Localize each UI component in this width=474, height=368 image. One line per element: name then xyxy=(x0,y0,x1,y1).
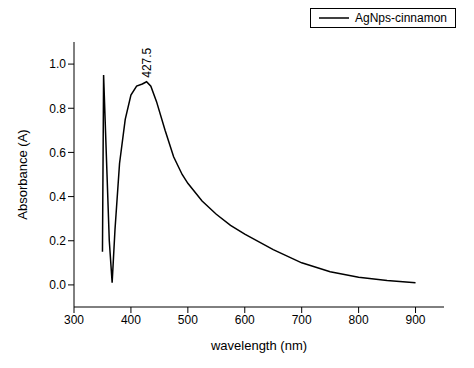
svg-text:0.8: 0.8 xyxy=(49,102,66,116)
svg-text:0.0: 0.0 xyxy=(49,278,66,292)
svg-text:500: 500 xyxy=(178,313,198,327)
svg-text:1.0: 1.0 xyxy=(49,57,66,71)
svg-text:900: 900 xyxy=(406,313,426,327)
svg-text:Absorbance (A): Absorbance (A) xyxy=(15,129,30,219)
svg-text:300: 300 xyxy=(64,313,84,327)
svg-text:400: 400 xyxy=(121,313,141,327)
html-text:AgNps-cinnamon: AgNps-cinnamon xyxy=(355,11,447,25)
svg-text:wavelength (nm): wavelength (nm) xyxy=(210,338,307,353)
svg-text:800: 800 xyxy=(349,313,369,327)
svg-text:600: 600 xyxy=(235,313,255,327)
svg-text:700: 700 xyxy=(292,313,312,327)
svg-text:427.5: 427.5 xyxy=(140,47,154,77)
svg-text:0.2: 0.2 xyxy=(49,234,66,248)
svg-text:0.4: 0.4 xyxy=(49,190,66,204)
svg-text:0.6: 0.6 xyxy=(49,146,66,160)
